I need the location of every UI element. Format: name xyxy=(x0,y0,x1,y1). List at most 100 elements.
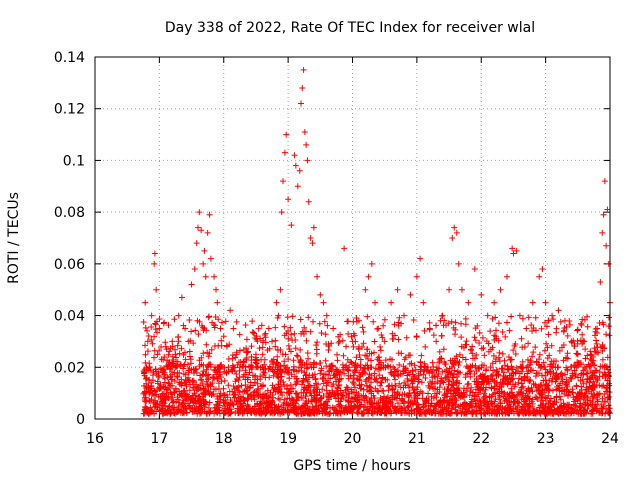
data-point xyxy=(275,403,282,410)
data-point xyxy=(336,376,343,383)
data-point xyxy=(348,386,355,393)
data-point xyxy=(597,363,604,370)
data-point xyxy=(151,333,158,340)
data-point xyxy=(180,370,187,377)
data-point xyxy=(533,410,540,417)
data-point xyxy=(304,350,311,357)
data-point xyxy=(371,376,378,383)
data-point xyxy=(221,399,228,406)
data-point xyxy=(538,325,545,332)
data-point xyxy=(444,386,451,393)
data-point xyxy=(375,354,382,361)
data-point xyxy=(569,389,576,396)
data-point xyxy=(301,324,308,331)
data-point xyxy=(385,387,392,394)
data-point xyxy=(215,380,222,387)
data-point xyxy=(408,360,415,367)
data-point xyxy=(164,374,171,381)
data-point xyxy=(324,322,331,329)
data-point xyxy=(455,403,462,410)
data-point xyxy=(243,345,250,352)
data-point xyxy=(186,348,193,355)
data-point xyxy=(593,408,600,415)
data-point xyxy=(449,395,456,402)
data-point xyxy=(216,371,223,378)
data-point xyxy=(220,333,227,340)
data-point xyxy=(468,347,475,354)
data-point xyxy=(596,382,603,389)
data-point xyxy=(200,327,207,334)
data-point xyxy=(362,362,369,369)
data-point xyxy=(449,235,456,241)
data-point xyxy=(606,408,613,415)
data-point xyxy=(559,372,566,379)
data-point xyxy=(452,319,459,326)
data-point xyxy=(564,367,571,374)
data-point xyxy=(187,381,194,388)
data-point xyxy=(487,328,494,335)
data-point xyxy=(148,312,155,319)
data-point xyxy=(254,376,261,383)
data-point xyxy=(594,376,601,383)
data-point xyxy=(314,273,321,280)
data-point xyxy=(215,404,222,411)
data-point xyxy=(305,314,312,321)
data-point xyxy=(564,355,571,362)
data-point xyxy=(272,409,279,416)
data-point xyxy=(580,367,587,374)
data-point xyxy=(345,375,352,382)
data-point xyxy=(356,351,363,358)
data-point xyxy=(560,327,567,334)
data-point xyxy=(365,375,372,382)
data-point xyxy=(507,356,514,363)
data-point xyxy=(149,340,156,347)
data-point xyxy=(526,409,533,416)
data-point xyxy=(529,327,536,334)
data-point xyxy=(350,343,357,350)
data-point xyxy=(334,366,341,373)
data-point xyxy=(209,319,216,326)
data-point xyxy=(547,395,554,402)
data-point xyxy=(497,286,504,293)
data-point xyxy=(544,369,551,376)
data-point xyxy=(305,198,312,205)
data-point xyxy=(167,410,174,417)
data-point xyxy=(469,409,476,416)
data-point xyxy=(297,316,304,323)
data-point xyxy=(422,408,429,415)
data-point xyxy=(364,407,371,414)
data-point xyxy=(405,410,412,417)
data-point xyxy=(565,401,572,408)
data-point xyxy=(387,356,394,363)
data-point xyxy=(149,408,156,415)
data-point xyxy=(490,367,497,374)
data-point xyxy=(514,391,521,398)
data-point xyxy=(362,403,369,410)
data-point xyxy=(420,371,427,378)
data-point xyxy=(240,400,247,407)
data-point xyxy=(186,316,193,323)
data-point xyxy=(418,379,425,386)
data-point xyxy=(492,358,499,365)
data-point xyxy=(434,378,441,385)
data-point xyxy=(357,356,364,363)
data-point xyxy=(583,379,590,386)
data-point xyxy=(230,325,237,332)
data-point xyxy=(587,376,594,383)
data-point xyxy=(239,410,246,417)
data-point xyxy=(422,343,429,350)
data-point xyxy=(303,365,310,372)
data-point xyxy=(252,356,259,363)
data-point xyxy=(294,397,301,404)
data-point xyxy=(292,345,299,352)
data-point xyxy=(506,392,513,399)
data-point xyxy=(285,356,292,363)
data-point xyxy=(602,362,609,369)
data-point xyxy=(553,393,560,400)
data-point xyxy=(593,367,600,374)
data-point xyxy=(437,355,444,362)
data-point xyxy=(350,378,357,385)
data-point xyxy=(458,343,465,350)
data-point xyxy=(262,390,269,397)
data-point xyxy=(303,337,310,344)
